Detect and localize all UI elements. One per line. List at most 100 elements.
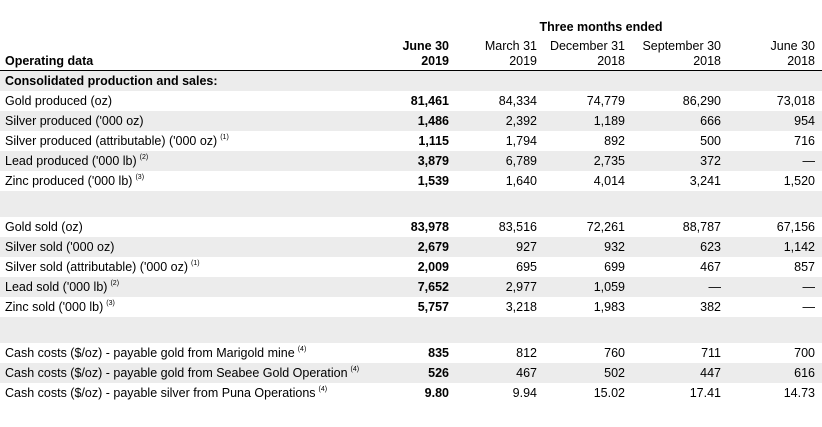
spacer-row (0, 191, 822, 217)
cell-value: — (728, 277, 822, 297)
table-row: Silver produced (attributable) ('000 oz)… (0, 131, 822, 151)
section-title: Consolidated production and sales: (0, 70, 370, 91)
footnote-ref: (3) (135, 174, 145, 182)
cell-value: 382 (700, 299, 721, 314)
cell-value: — (802, 299, 816, 314)
row-label: Zinc produced ('000 lb) (3) (0, 171, 370, 191)
row-label: Gold sold (oz) (0, 217, 370, 237)
row-label-text: Cash costs ($/oz) - payable gold from Ma… (5, 345, 295, 360)
cell-value: 932 (544, 237, 632, 257)
cell-value: 67,156 (776, 219, 815, 234)
header-label: Operating data (0, 37, 370, 71)
operating-data-table: Operating data June 30 2019 March 31 2019 … (0, 37, 822, 403)
cell-value: 73,018 (776, 93, 815, 108)
cell-value: 7,652 (370, 277, 456, 297)
cell-value: 1,486 (370, 111, 456, 131)
cell-value: 2,735 (544, 151, 632, 171)
header-col-3: September 30 2018 (632, 37, 728, 71)
cell-value: 6,789 (456, 151, 544, 171)
footnote-ref: (2) (110, 280, 120, 288)
cell-value: 467 (456, 363, 544, 383)
footnote-ref: (3) (106, 300, 115, 308)
row-label: Silver produced (attributable) ('000 oz)… (0, 131, 370, 151)
cell-value: 500 (700, 133, 721, 148)
cell-value: 72,261 (586, 219, 625, 234)
cell-value: 700 (794, 345, 815, 360)
row-label-text: Silver produced (attributable) ('000 oz) (5, 133, 218, 148)
cell-value: 695 (516, 259, 537, 274)
cell-value: 2,009 (417, 259, 449, 274)
row-label-text: Zinc produced ('000 lb) (5, 173, 133, 188)
row-label: Gold produced (oz) (0, 91, 370, 111)
row-label: Silver produced ('000 oz) (0, 111, 370, 131)
cell-value: 835 (428, 345, 449, 360)
cell-value: 83,516 (498, 219, 537, 234)
footnote-ref: (2) (139, 154, 149, 162)
footnote-ref: (4) (297, 346, 307, 354)
cell-value: 1,142 (728, 237, 822, 257)
table-row: Cash costs ($/oz) - payable gold from Ma… (0, 343, 822, 363)
row-label-text: Silver sold (attributable) ('000 oz) (5, 259, 189, 274)
cell-value: 927 (456, 237, 544, 257)
row-label-text: Zinc sold ('000 lb) (5, 299, 104, 314)
footnote-ref: (1) (191, 260, 200, 268)
row-label: Silver sold ('000 oz) (0, 237, 370, 257)
cell-value: 14.73 (783, 385, 815, 400)
cell-value: 857 (794, 259, 815, 274)
row-label-text: Cash costs ($/oz) - payable gold from Se… (5, 365, 348, 380)
cell-value: 372 (632, 151, 728, 171)
row-label-text: Gold produced (oz) (5, 93, 113, 108)
footnote-ref: (4) (350, 366, 360, 374)
cell-value: 623 (632, 237, 728, 257)
row-label: Cash costs ($/oz) - payable gold from Ma… (0, 343, 370, 363)
cell-value: 2,679 (370, 237, 456, 257)
cell-value: — (632, 277, 728, 297)
section-title-row: Consolidated production and sales: (0, 70, 822, 91)
cell-value: 2,977 (456, 277, 544, 297)
cell-value: 3,241 (689, 173, 721, 188)
cell-value: 3,218 (505, 299, 537, 314)
row-label-text: Silver sold ('000 oz) (5, 239, 115, 254)
cell-value: 3,879 (370, 151, 456, 171)
table-row: Cash costs ($/oz) - payable gold from Se… (0, 363, 822, 383)
table-row: Gold produced (oz) 81,461 84,334 74,779 86,2… (0, 91, 822, 111)
table-row: Gold sold (oz) 83,978 83,516 72,261 88,787 67… (0, 217, 822, 237)
row-label: Cash costs ($/oz) - payable silver from … (0, 383, 370, 403)
cell-value: 666 (632, 111, 728, 131)
cell-value: 1,539 (417, 173, 449, 188)
row-label: Cash costs ($/oz) - payable gold from Se… (0, 363, 370, 383)
table-row: Silver sold ('000 oz) 2,679 927 932 623 1,142 (0, 237, 822, 257)
cell-value: 954 (728, 111, 822, 131)
row-label-text: Lead sold ('000 lb) (5, 279, 108, 294)
table-row: Silver sold (attributable) ('000 oz) (1) 2… (0, 257, 822, 277)
cell-value: 1,983 (593, 299, 625, 314)
table-row: Cash costs ($/oz) - payable silver from … (0, 383, 822, 403)
row-label-text: Cash costs ($/oz) - payable silver from … (5, 385, 316, 400)
row-label: Lead sold ('000 lb) (2) (0, 277, 370, 297)
cell-value: 2,392 (456, 111, 544, 131)
cell-value: 1,520 (783, 173, 815, 188)
cell-value: 1,059 (544, 277, 632, 297)
column-group-caption: Three months ended (539, 20, 663, 34)
cell-value: 15.02 (593, 385, 625, 400)
header-col-2: December 31 2018 (544, 37, 632, 71)
row-label: Zinc sold ('000 lb) (3) (0, 297, 370, 317)
cell-value: 1,640 (505, 173, 537, 188)
table-header-row: Operating data June 30 2019 March 31 2019 … (0, 37, 822, 71)
cell-value: 1,189 (544, 111, 632, 131)
table-row: Lead produced ('000 lb) (2) 3,879 6,789 2,73… (0, 151, 822, 171)
cell-value: — (728, 151, 822, 171)
cell-value: 9.94 (512, 385, 537, 400)
table-row: Zinc produced ('000 lb) (3) 1,539 1,640 4,01… (0, 171, 822, 191)
row-label-text: Gold sold (oz) (5, 219, 83, 234)
cell-value: 502 (544, 363, 632, 383)
row-label: Silver sold (attributable) ('000 oz) (1) (0, 257, 370, 277)
header-col-0: June 30 2019 (370, 37, 456, 71)
cell-value: 83,978 (410, 219, 449, 234)
cell-value: 86,290 (682, 93, 721, 108)
row-label: Lead produced ('000 lb) (2) (0, 151, 370, 171)
row-label-text: Lead produced ('000 lb) (5, 153, 137, 168)
table-row: Zinc sold ('000 lb) (3) 5,757 3,218 1,983 382… (0, 297, 822, 317)
cell-value: 716 (794, 133, 815, 148)
